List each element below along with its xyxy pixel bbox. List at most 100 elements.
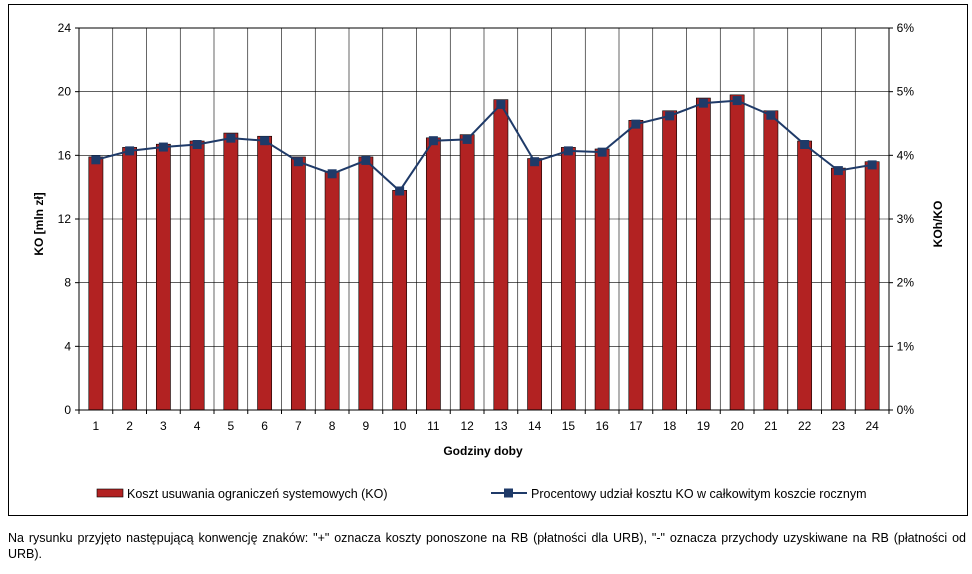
x-tick-label: 1 (93, 419, 100, 433)
bar (695, 97, 711, 411)
bar (358, 156, 374, 411)
bar (864, 161, 880, 411)
footnote: Na rysunku przyjęto następującą konwencj… (8, 531, 966, 561)
bar (527, 158, 543, 411)
line-marker (665, 111, 675, 121)
line-marker (260, 136, 270, 146)
line-layer (91, 96, 877, 196)
legend: Koszt usuwania ograniczeń systemowych (K… (96, 487, 867, 501)
y-left-tick-label: 20 (58, 85, 72, 99)
x-tick-label: 17 (629, 419, 643, 433)
x-tick-label: 23 (832, 419, 846, 433)
bar (459, 134, 475, 411)
line-marker (800, 140, 810, 150)
line-marker (192, 140, 202, 150)
y-left-tick-label: 0 (64, 403, 71, 417)
x-tick-label: 14 (528, 419, 542, 433)
line-marker (226, 133, 236, 143)
x-tick-label: 11 (427, 419, 440, 433)
line-marker (766, 110, 776, 120)
y-right-tick-label: 4% (897, 148, 915, 162)
line-marker (496, 99, 506, 109)
line-marker (833, 166, 843, 176)
x-tick-label: 4 (194, 419, 201, 433)
line-marker (361, 155, 371, 165)
line-marker (597, 147, 607, 157)
bar (662, 110, 678, 411)
bar (628, 120, 644, 411)
legend-swatch-bar (96, 488, 124, 498)
legend-label-line: Procentowy udział kosztu KO w całkowitym… (531, 487, 867, 501)
x-tick-label: 21 (764, 419, 778, 433)
chart-frame: 0 4 8 12 16 20 24 0% 1% 2% 3% 4% 5% 6% 1 2 3 4 5 6 7 8 9 10 11 12… (8, 4, 968, 516)
x-tick-label: 2 (126, 419, 133, 433)
bar (425, 137, 441, 411)
bar (729, 94, 745, 411)
x-tick-label: 5 (228, 419, 235, 433)
x-tick-label: 10 (393, 419, 407, 433)
x-tick-label: 12 (460, 419, 474, 433)
y-right-tick-label: 1% (897, 339, 915, 353)
x-tick-label: 19 (697, 419, 711, 433)
line-marker (428, 136, 438, 146)
x-tick-label: 18 (663, 419, 677, 433)
y-left-axis-title: KO [mln zł] (32, 192, 46, 255)
x-tick-label: 22 (798, 419, 812, 433)
line-marker (530, 157, 540, 167)
line-marker (91, 155, 101, 165)
bar (493, 99, 509, 411)
y-right-axis-title: KOh/KO (931, 201, 945, 248)
series-line (95, 99, 873, 193)
bar (392, 190, 408, 411)
bar (290, 156, 306, 411)
y-right-tick-label: 3% (897, 212, 915, 226)
line-marker (732, 96, 742, 106)
line-marker (125, 146, 135, 156)
bar (594, 148, 610, 411)
bar (155, 143, 171, 411)
line-marker (327, 169, 337, 179)
bar (830, 167, 846, 411)
bar (223, 132, 239, 411)
x-tick-label: 15 (562, 419, 576, 433)
bars-layer (88, 94, 880, 411)
y-left-tick-label: 8 (64, 276, 71, 290)
x-tick-label: 6 (261, 419, 268, 433)
y-right-tick-label: 0% (897, 403, 915, 417)
x-tick-label: 16 (595, 419, 609, 433)
line-marker (563, 146, 573, 156)
x-tick-label: 8 (329, 419, 336, 433)
y-left-tick-label: 4 (64, 339, 71, 353)
line-marker (158, 142, 168, 152)
x-tick-label: 7 (295, 419, 302, 433)
y-left-tick-label: 16 (58, 148, 72, 162)
line-marker (462, 134, 472, 144)
bar (189, 140, 205, 411)
line-marker (867, 160, 877, 170)
y-left-tick-label: 24 (58, 21, 72, 35)
line-marker (698, 98, 708, 108)
bar (257, 135, 273, 411)
y-right-tick-label: 2% (897, 276, 915, 290)
bar (88, 156, 104, 411)
line-marker (631, 119, 641, 129)
bar (763, 110, 779, 411)
bar (797, 140, 813, 411)
y-left-tick-label: 12 (58, 212, 72, 226)
bar (324, 170, 340, 411)
y-right-tick-label: 5% (897, 85, 915, 99)
line-marker (293, 157, 303, 167)
legend-label-bar: Koszt usuwania ograniczeń systemowych (K… (127, 487, 388, 501)
x-tick-label: 24 (865, 419, 879, 433)
x-tick-label: 3 (160, 419, 167, 433)
x-tick-label: 20 (730, 419, 744, 433)
bar (122, 147, 138, 411)
x-tick-label: 9 (363, 419, 370, 433)
line-marker (395, 186, 405, 196)
legend-swatch-marker (504, 488, 513, 498)
grid-layer (79, 27, 889, 410)
x-tick-label: 13 (494, 419, 508, 433)
y-right-tick-label: 6% (897, 21, 915, 35)
